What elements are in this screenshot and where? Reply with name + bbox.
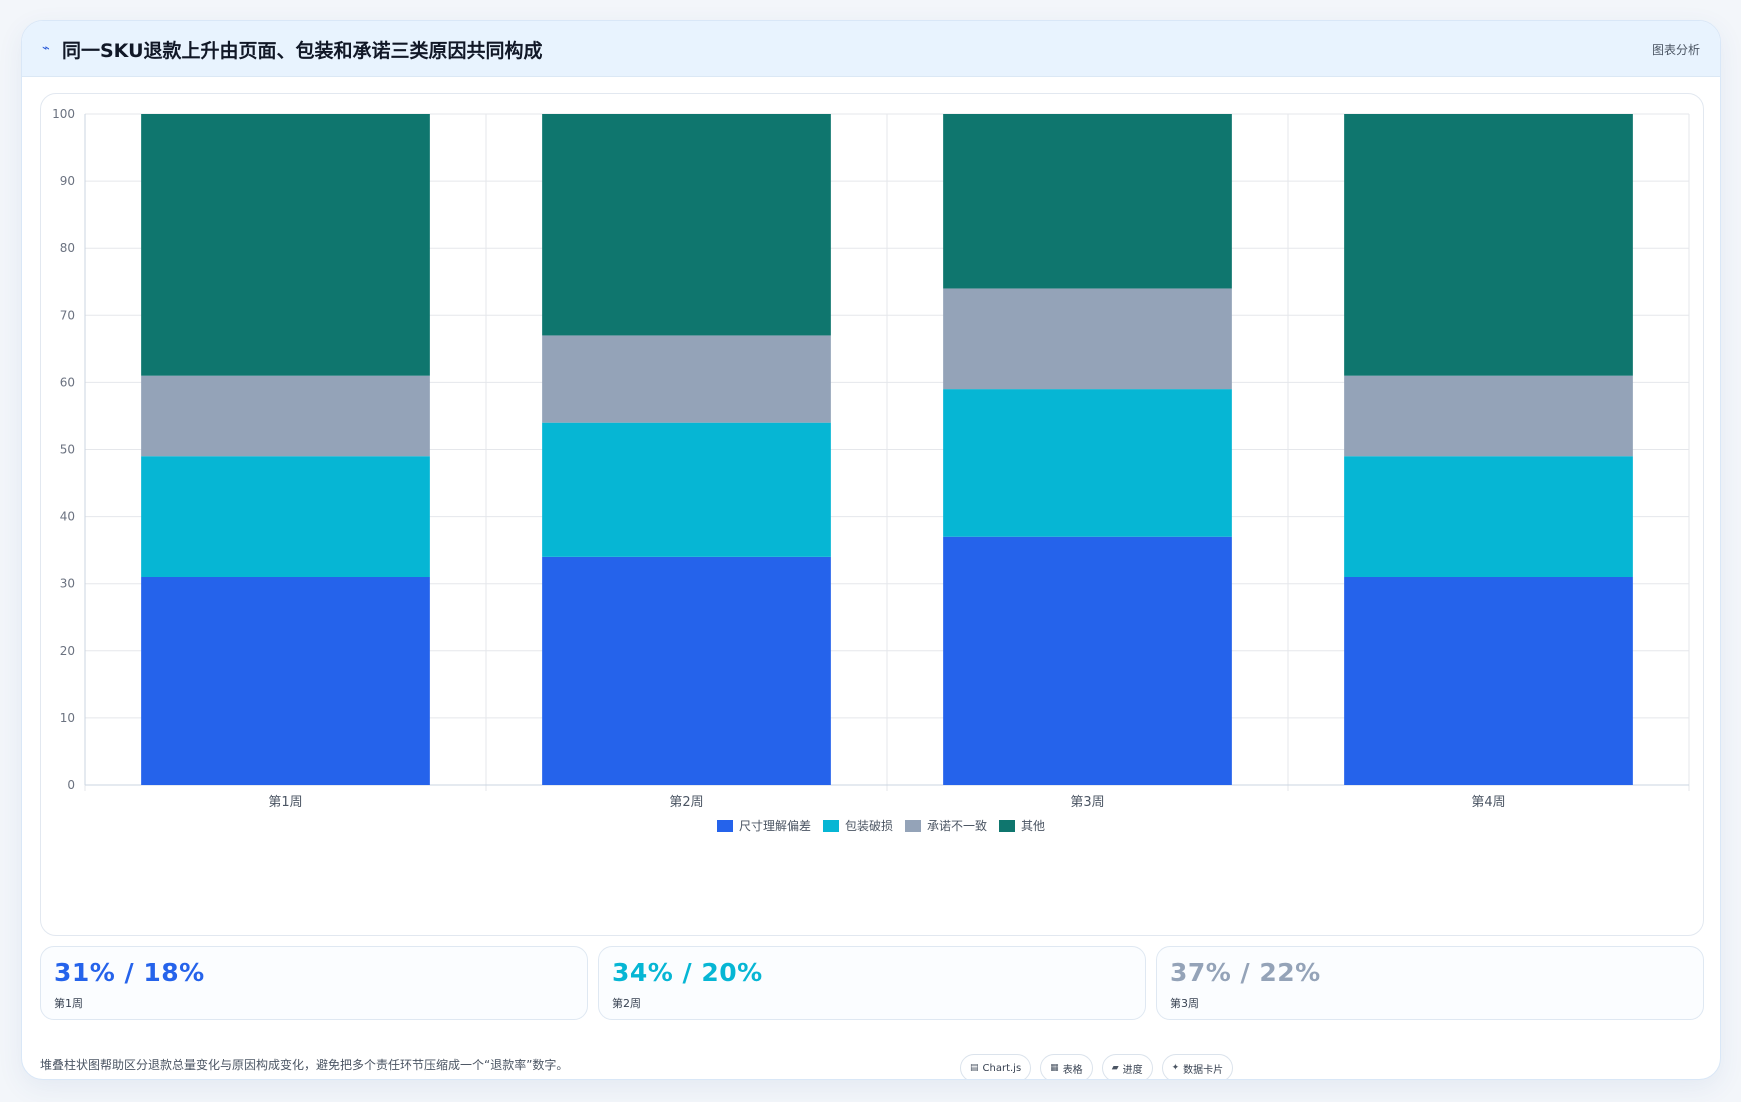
y-tick-label: 30 bbox=[60, 577, 75, 591]
x-tick-label: 第4周 bbox=[1471, 795, 1505, 810]
chip-label: 数据卡片 bbox=[1183, 1064, 1224, 1076]
bar-segment bbox=[542, 422, 831, 557]
analysis-tag: 图表分析 bbox=[1651, 43, 1700, 57]
bar-segment bbox=[1344, 375, 1633, 457]
chart-icon: ▤ bbox=[970, 1063, 979, 1073]
legend-label: 承诺不一致 bbox=[927, 819, 987, 833]
bar-segment bbox=[943, 536, 1232, 785]
chip-chartjs[interactable]: ▤ Chart.js bbox=[960, 1054, 1032, 1079]
x-tick-label: 第2周 bbox=[669, 795, 703, 810]
metric-label: 第2周 bbox=[612, 997, 641, 1010]
metric-cards: 31% / 18% 第1周 34% / 20% 第2周 37% / 22% 第3… bbox=[40, 946, 1704, 1020]
metric-card-week-2: 34% / 20% 第2周 bbox=[598, 946, 1146, 1020]
bar-segment bbox=[542, 556, 831, 785]
metric-value: 37% / 22% bbox=[1170, 958, 1321, 987]
tag-chips: ▤ Chart.js ▦ 表格 ▰ 进度 ✦ 数据卡片 bbox=[960, 1054, 1234, 1079]
legend-swatch bbox=[717, 820, 733, 832]
y-tick-label: 90 bbox=[60, 174, 75, 188]
x-tick-label: 第1周 bbox=[268, 795, 302, 810]
y-tick-label: 80 bbox=[60, 241, 75, 255]
bar-segment bbox=[1344, 576, 1633, 785]
bar-segment bbox=[141, 114, 430, 376]
metric-card-week-1: 31% / 18% 第1周 bbox=[40, 946, 588, 1020]
bar-segment bbox=[141, 576, 430, 785]
bar-segment bbox=[943, 288, 1232, 390]
legend-label: 其他 bbox=[1021, 819, 1045, 833]
legend-swatch bbox=[999, 820, 1015, 832]
y-tick-label: 0 bbox=[67, 778, 75, 792]
y-tick-label: 100 bbox=[52, 107, 75, 121]
card-icon: ✦ bbox=[1171, 1063, 1180, 1073]
legend-label: 包装破损 bbox=[845, 818, 893, 833]
y-tick-label: 20 bbox=[60, 644, 75, 658]
stacked-bar-chart: 0 10 20 30 40 50 60 70 80 90 100 第1周 第2周 第3周 第4周尺寸理解偏差… bbox=[52, 107, 1690, 833]
chart-note: 堆叠柱状图帮助区分退款总量变化与原因构成变化，避免把多个责任环节压缩成一个“退款… bbox=[40, 1058, 569, 1072]
legend-swatch bbox=[823, 820, 839, 832]
trend-icon: ⌁ bbox=[42, 41, 50, 56]
table-icon: ▦ bbox=[1050, 1063, 1059, 1073]
metric-label: 第3周 bbox=[1170, 997, 1199, 1010]
chip-table[interactable]: ▦ 表格 bbox=[1040, 1054, 1093, 1079]
chip-label: Chart.js bbox=[982, 1062, 1022, 1074]
y-tick-label: 70 bbox=[60, 308, 75, 322]
y-tick-label: 50 bbox=[60, 443, 75, 457]
chip-data-card[interactable]: ✦ 数据卡片 bbox=[1161, 1054, 1234, 1079]
bar-segment bbox=[943, 389, 1232, 537]
y-tick-label: 60 bbox=[60, 375, 75, 389]
chart-title: 同一SKU退款上升由页面、包装和承诺三类原因共同构成 bbox=[62, 40, 543, 62]
metric-card-week-3: 37% / 22% 第3周 bbox=[1156, 946, 1704, 1020]
bar-segment bbox=[542, 114, 831, 336]
legend-swatch bbox=[905, 820, 921, 832]
bar-segment bbox=[943, 114, 1232, 289]
metric-label: 第1周 bbox=[54, 997, 83, 1010]
metric-value: 34% / 20% bbox=[612, 958, 763, 987]
chip-progress[interactable]: ▰ 进度 bbox=[1101, 1054, 1153, 1079]
panel-header: ⌁ 同一SKU退款上升由页面、包装和承诺三类原因共同构成 图表分析 bbox=[22, 21, 1720, 77]
metric-value: 31% / 18% bbox=[54, 958, 205, 987]
chip-label: 进度 bbox=[1122, 1064, 1143, 1076]
bar-segment bbox=[141, 375, 430, 457]
y-tick-label: 10 bbox=[60, 711, 75, 725]
x-tick-label: 第3周 bbox=[1070, 795, 1104, 810]
chip-label: 表格 bbox=[1062, 1064, 1083, 1076]
bar-segment bbox=[1344, 114, 1633, 376]
progress-icon: ▰ bbox=[1111, 1063, 1119, 1073]
bar-segment bbox=[1344, 456, 1633, 577]
y-tick-label: 40 bbox=[60, 510, 75, 524]
chart-panel: ⌁ 同一SKU退款上升由页面、包装和承诺三类原因共同构成 图表分析 0 10 20 3… bbox=[21, 20, 1721, 1080]
bar-segment bbox=[542, 335, 831, 423]
legend-label: 尺寸理解偏差 bbox=[739, 818, 811, 833]
chart-card: 0 10 20 30 40 50 60 70 80 90 100 第1周 第2周 第3周 第4周尺寸理解偏差… bbox=[40, 93, 1704, 936]
bar-segment bbox=[141, 456, 430, 577]
